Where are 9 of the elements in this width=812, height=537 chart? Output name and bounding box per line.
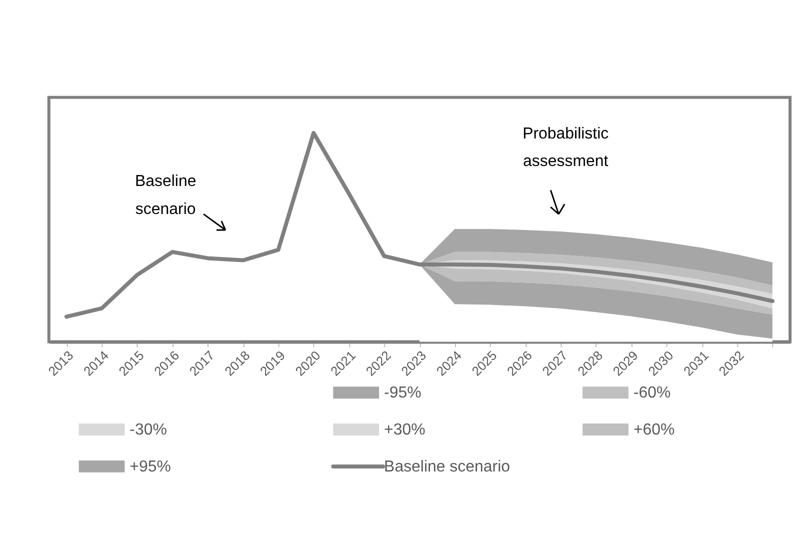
annotation: Probabilistic assessment: [522, 125, 609, 170]
legend-label: +95%: [130, 458, 171, 476]
legend-label: -60%: [633, 384, 671, 402]
legend-label: -30%: [130, 422, 167, 439]
legend-label: +30%: [384, 422, 426, 439]
legend-label: Baseline scenario: [384, 458, 510, 476]
legend-label: +60%: [633, 422, 675, 439]
legend-label: -95%: [384, 384, 422, 402]
annotation: Baseline scenario: [134, 173, 196, 218]
